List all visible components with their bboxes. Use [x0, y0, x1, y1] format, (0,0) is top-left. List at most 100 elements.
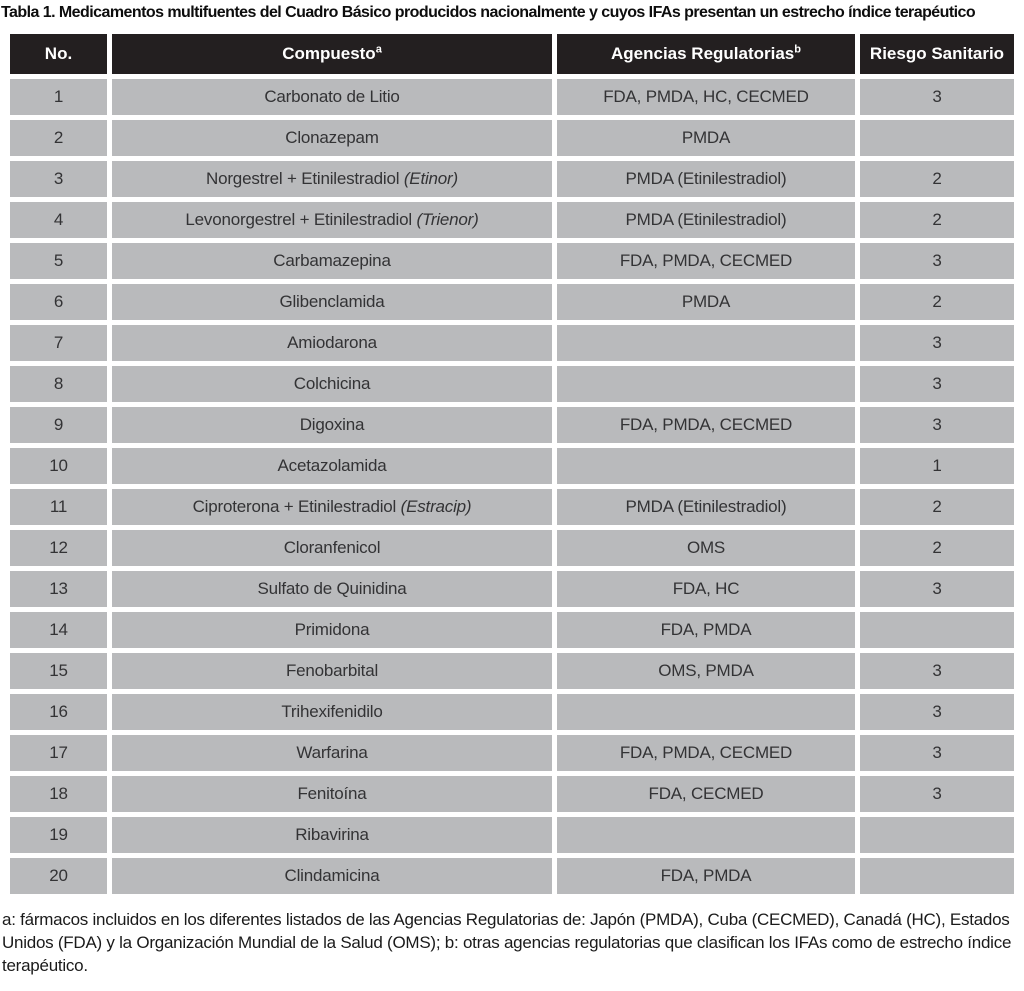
cell-compuesto: Digoxina [112, 407, 552, 443]
cell-riesgo: 3 [860, 366, 1014, 402]
cell-number: 10 [10, 448, 107, 484]
cell-agencias [557, 448, 855, 484]
compuesto-text: Ciproterona + Etinilestradiol [192, 497, 401, 516]
cell-riesgo: 3 [860, 694, 1014, 730]
cell-riesgo: 2 [860, 161, 1014, 197]
table-row: 3 Norgestrel + Etinilestradiol (Etinor) … [10, 161, 1014, 197]
compuesto-text: Amiodarona [287, 333, 377, 352]
cell-compuesto: Sulfato de Quinidina [112, 571, 552, 607]
compuesto-trade-name: (Trienor) [416, 210, 479, 229]
cell-compuesto: Acetazolamida [112, 448, 552, 484]
table-row: 9 Digoxina FDA, PMDA, CECMED 3 [10, 407, 1014, 443]
cell-compuesto: Primidona [112, 612, 552, 648]
table-row: 20 Clindamicina FDA, PMDA [10, 858, 1014, 894]
cell-compuesto: Norgestrel + Etinilestradiol (Etinor) [112, 161, 552, 197]
cell-compuesto: Cloranfenicol [112, 530, 552, 566]
cell-number: 7 [10, 325, 107, 361]
cell-number: 12 [10, 530, 107, 566]
cell-number: 6 [10, 284, 107, 320]
compuesto-text: Carbonato de Litio [264, 87, 400, 106]
cell-riesgo: 3 [860, 407, 1014, 443]
cell-agencias [557, 694, 855, 730]
cell-agencias [557, 817, 855, 853]
cell-riesgo [860, 120, 1014, 156]
cell-agencias: PMDA (Etinilestradiol) [557, 202, 855, 238]
header-cell-compuesto: Compuestoa [112, 34, 552, 74]
cell-compuesto: Colchicina [112, 366, 552, 402]
compuesto-text: Acetazolamida [277, 456, 387, 475]
compuesto-text: Warfarina [296, 743, 368, 762]
cell-number: 5 [10, 243, 107, 279]
table-footnote: a: fármacos incluidos en los diferentes … [2, 910, 1012, 975]
cell-riesgo: 2 [860, 284, 1014, 320]
table-row: 4 Levonorgestrel + Etinilestradiol (Trie… [10, 202, 1014, 238]
cell-number: 14 [10, 612, 107, 648]
header-no-label: No. [44, 44, 73, 63]
header-compuesto-superscript: a [375, 43, 382, 56]
cell-number: 9 [10, 407, 107, 443]
compuesto-text: Clonazepam [285, 128, 379, 147]
header-riesgo-label: Riesgo Sanitario [869, 44, 1005, 63]
compuesto-text: Primidona [294, 620, 370, 639]
table-row: 13 Sulfato de Quinidina FDA, HC 3 [10, 571, 1014, 607]
table-row: 5 Carbamazepina FDA, PMDA, CECMED 3 [10, 243, 1014, 279]
table-body: 1 Carbonato de Litio FDA, PMDA, HC, CECM… [10, 79, 1014, 894]
cell-number: 1 [10, 79, 107, 115]
cell-compuesto: Clonazepam [112, 120, 552, 156]
compuesto-text: Clindamicina [284, 866, 380, 885]
compuesto-text: Trihexifenidilo [281, 702, 383, 721]
cell-riesgo: 3 [860, 79, 1014, 115]
cell-agencias: PMDA [557, 284, 855, 320]
drug-table: No. Compuestoa Agencias Regulatoriasb Ri… [5, 29, 1019, 899]
cell-riesgo: 1 [860, 448, 1014, 484]
table-row: 16 Trihexifenidilo 3 [10, 694, 1014, 730]
cell-agencias: OMS [557, 530, 855, 566]
table-row: 8 Colchicina 3 [10, 366, 1014, 402]
cell-compuesto: Fenitoína [112, 776, 552, 812]
header-agencias-label: Agencias Regulatorias [610, 44, 795, 63]
cell-compuesto: Levonorgestrel + Etinilestradiol (Trieno… [112, 202, 552, 238]
cell-number: 11 [10, 489, 107, 525]
table-row: 12 Cloranfenicol OMS 2 [10, 530, 1014, 566]
cell-riesgo: 3 [860, 776, 1014, 812]
table-row: 6 Glibenclamida PMDA 2 [10, 284, 1014, 320]
header-row: No. Compuestoa Agencias Regulatoriasb Ri… [10, 34, 1014, 74]
cell-number: 17 [10, 735, 107, 771]
header-cell-no: No. [10, 34, 107, 74]
cell-compuesto: Ribavirina [112, 817, 552, 853]
table-row: 2 Clonazepam PMDA [10, 120, 1014, 156]
cell-number: 15 [10, 653, 107, 689]
cell-riesgo: 3 [860, 653, 1014, 689]
compuesto-text: Ribavirina [295, 825, 369, 844]
table-row: 11 Ciproterona + Etinilestradiol (Estrac… [10, 489, 1014, 525]
table-row: 17 Warfarina FDA, PMDA, CECMED 3 [10, 735, 1014, 771]
table-row: 18 Fenitoína FDA, CECMED 3 [10, 776, 1014, 812]
header-agencias-superscript: b [794, 43, 801, 56]
compuesto-text: Sulfato de Quinidina [257, 579, 407, 598]
compuesto-trade-name: (Estracip) [400, 497, 472, 516]
cell-riesgo [860, 817, 1014, 853]
cell-compuesto: Glibenclamida [112, 284, 552, 320]
cell-riesgo [860, 612, 1014, 648]
cell-compuesto: Carbonato de Litio [112, 79, 552, 115]
cell-number: 16 [10, 694, 107, 730]
table-row: 14 Primidona FDA, PMDA [10, 612, 1014, 648]
cell-riesgo: 2 [860, 202, 1014, 238]
cell-compuesto: Warfarina [112, 735, 552, 771]
cell-number: 4 [10, 202, 107, 238]
compuesto-text: Cloranfenicol [283, 538, 381, 557]
table-title: Tabla 1. Medicamentos multifuentes del C… [1, 4, 976, 21]
compuesto-text: Glibenclamida [279, 292, 385, 311]
cell-agencias: FDA, PMDA, HC, CECMED [557, 79, 855, 115]
cell-riesgo: 2 [860, 489, 1014, 525]
cell-riesgo: 3 [860, 325, 1014, 361]
header-compuesto-label: Compuesto [282, 44, 376, 63]
header-cell-agencias: Agencias Regulatoriasb [557, 34, 855, 74]
cell-agencias [557, 325, 855, 361]
cell-riesgo: 3 [860, 735, 1014, 771]
cell-agencias: OMS, PMDA [557, 653, 855, 689]
cell-agencias: FDA, PMDA [557, 858, 855, 894]
cell-number: 20 [10, 858, 107, 894]
compuesto-text: Fenitoína [297, 784, 367, 803]
cell-agencias: FDA, PMDA, CECMED [557, 735, 855, 771]
